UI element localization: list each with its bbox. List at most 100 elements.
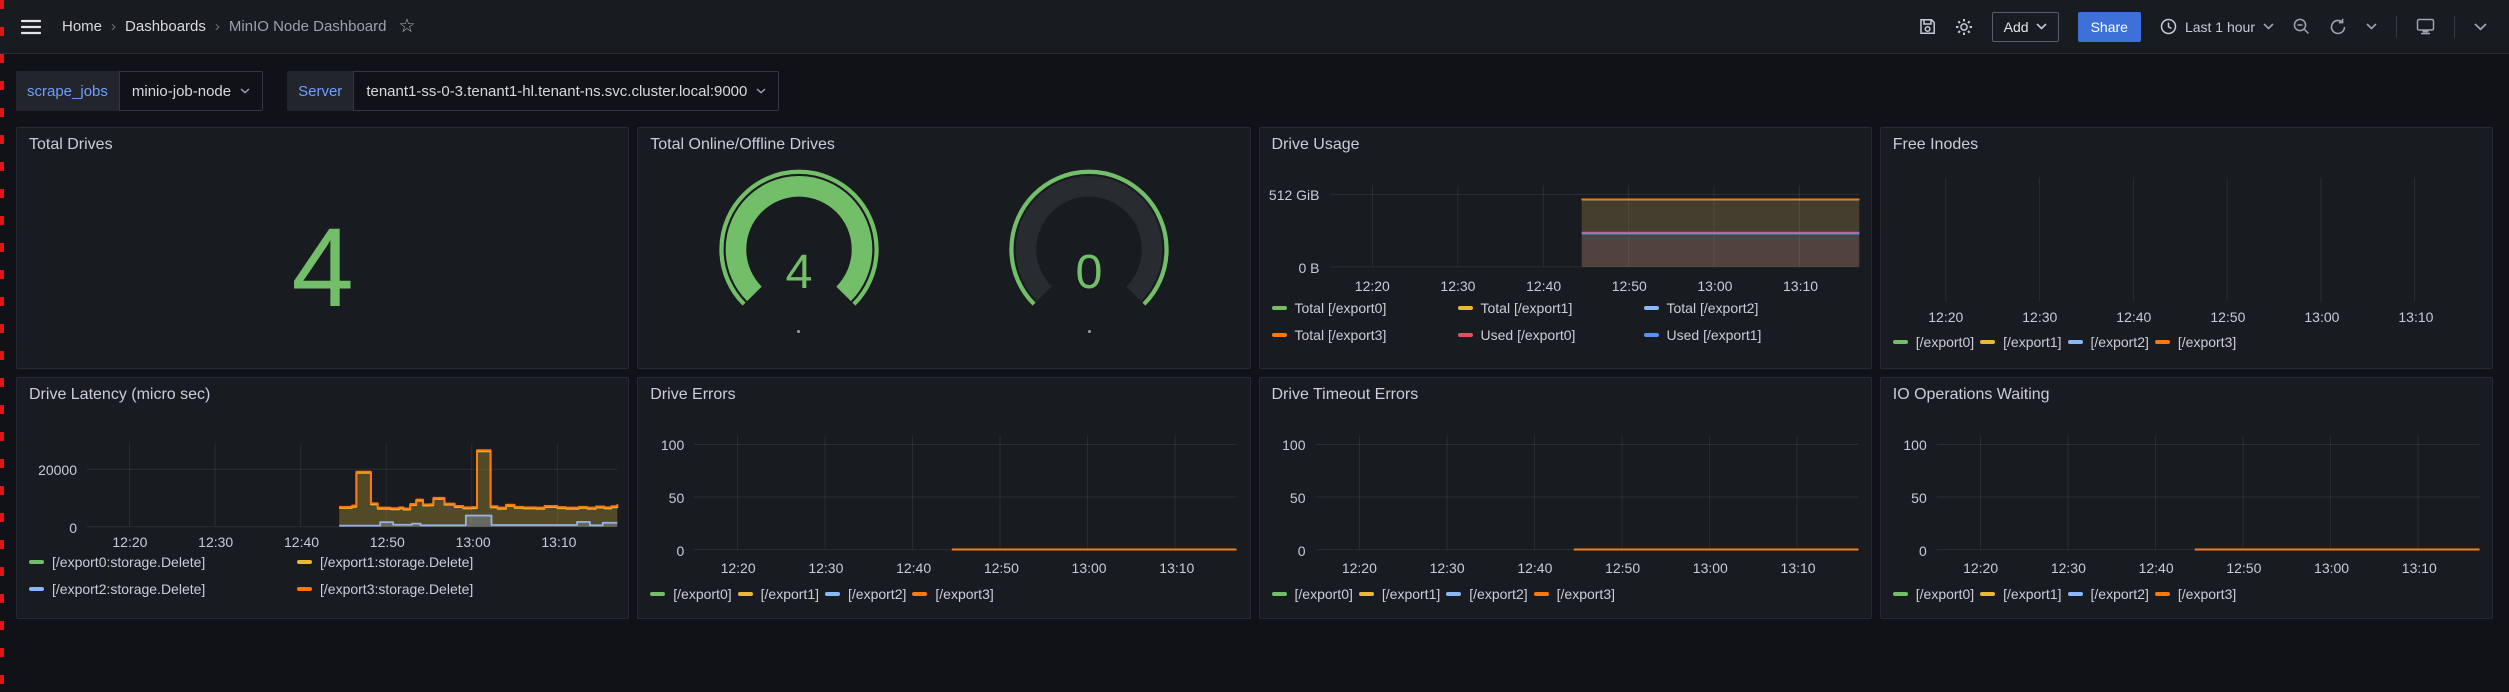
legend-item[interactable]: [/export0] bbox=[1271, 586, 1353, 602]
x-axis-tick-label: 12:20 bbox=[1341, 560, 1377, 576]
legend-item[interactable]: [/export2] bbox=[2067, 586, 2149, 602]
legend-series-swatch bbox=[825, 592, 840, 596]
legend-item[interactable]: [/export3] bbox=[1533, 586, 1615, 602]
legend-item[interactable]: [/export2] bbox=[825, 586, 906, 602]
y-axis-tick-label: 50 bbox=[1911, 490, 1927, 506]
save-dashboard-icon[interactable] bbox=[1919, 18, 1936, 35]
legend-item[interactable]: [/export2] bbox=[1446, 586, 1528, 602]
chevron-down-icon bbox=[2263, 23, 2274, 30]
panel-title-drive-errors[interactable]: Drive Errors bbox=[650, 386, 736, 403]
legend-series-swatch bbox=[2067, 340, 2083, 344]
dashboard-settings-gear-icon[interactable] bbox=[1955, 18, 1973, 36]
chart-legend: [/export0] [/export1] [/export2] [/export3] bbox=[1892, 586, 2484, 602]
online-drives-gauge: 4 bbox=[669, 162, 929, 368]
panel-drive-usage: Drive Usage 512 GiB 0 B 12:20 12:30 12:40 12:… bbox=[1258, 127, 1872, 369]
legend-item[interactable]: [/export0:storage.Delete] bbox=[29, 554, 291, 570]
legend-item[interactable]: [/export2:storage.Delete] bbox=[29, 581, 291, 597]
total-drives-value: 4 bbox=[291, 205, 354, 330]
legend-item[interactable]: [/export1:storage.Delete] bbox=[297, 554, 559, 570]
y-axis-tick-label: 20000 bbox=[38, 462, 77, 479]
favorite-star-icon[interactable]: ☆ bbox=[398, 16, 416, 37]
legend-item[interactable]: [/export2] bbox=[2067, 334, 2149, 350]
y-axis-tick-label: 0 bbox=[676, 543, 685, 559]
time-range-label: Last 1 hour bbox=[2184, 18, 2255, 35]
time-range-picker[interactable]: Last 1 hour bbox=[2160, 18, 2274, 35]
legend-series-swatch bbox=[1358, 592, 1374, 596]
x-axis-tick-label: 12:30 bbox=[198, 534, 234, 550]
io-operations-waiting-chart: 100 50 0 12:20 12:30 12:40 12:50 13:00 13:10 [/ex… bbox=[1881, 378, 2492, 618]
kiosk-monitor-icon[interactable] bbox=[2416, 18, 2435, 35]
x-axis-tick-label: 13:10 bbox=[1159, 560, 1195, 576]
legend-item[interactable]: [/export1] bbox=[1980, 586, 2062, 602]
y-axis-tick-label: 100 bbox=[1282, 437, 1306, 453]
x-axis-tick-label: 12:30 bbox=[1440, 278, 1476, 294]
legend-item[interactable]: [/export3:storage.Delete] bbox=[297, 581, 559, 597]
panel-title-online-offline[interactable]: Total Online/Offline Drives bbox=[650, 136, 835, 153]
panel-title-drive-latency[interactable]: Drive Latency (micro sec) bbox=[29, 386, 211, 403]
legend-series-swatch bbox=[2067, 592, 2083, 596]
legend-item[interactable]: Total [/export1] bbox=[1457, 300, 1638, 316]
legend-series-label: [/export0] bbox=[1915, 334, 1975, 350]
drive-timeout-errors-chart: 100 50 0 12:20 12:30 12:40 12:50 13:00 13:10 [/ex… bbox=[1260, 378, 1871, 618]
legend-item[interactable]: [/export0] bbox=[1892, 586, 1975, 602]
refresh-icon[interactable] bbox=[2329, 18, 2347, 36]
x-axis-tick-label: 12:50 bbox=[983, 560, 1019, 576]
panel-drive-errors: Drive Errors 100 50 0 12:20 12:30 12:40 12:50 1… bbox=[637, 377, 1251, 619]
legend-series-swatch bbox=[1271, 333, 1287, 337]
clock-icon bbox=[2160, 18, 2177, 35]
refresh-interval-chevron-icon[interactable] bbox=[2366, 23, 2377, 30]
breadcrumb-separator-icon: › bbox=[214, 18, 220, 35]
server-dropdown[interactable]: tenant1-ss-0-3.tenant1-hl.tenant-ns.svc.… bbox=[353, 71, 780, 111]
scrape-jobs-dropdown[interactable]: minio-job-node bbox=[118, 71, 264, 111]
legend-item[interactable]: [/export1] bbox=[737, 586, 819, 602]
panel-title-drive-timeout-errors[interactable]: Drive Timeout Errors bbox=[1271, 386, 1419, 403]
collapse-toolbar-chevron-icon[interactable] bbox=[2474, 22, 2487, 31]
x-axis-tick-label: 12:30 bbox=[2022, 309, 2058, 325]
add-button[interactable]: Add bbox=[1991, 11, 2059, 42]
legend-item[interactable]: Used [/export0] bbox=[1457, 327, 1638, 343]
legend-item[interactable]: Total [/export3] bbox=[1271, 327, 1452, 343]
breadcrumb-home[interactable]: Home bbox=[62, 18, 103, 35]
y-axis-tick-label: 0 bbox=[69, 520, 77, 536]
legend-item[interactable]: Used [/export1] bbox=[1643, 327, 1824, 343]
add-button-label: Add bbox=[2003, 18, 2029, 35]
scrape-jobs-value: minio-job-node bbox=[131, 82, 232, 100]
legend-item[interactable]: [/export1] bbox=[1980, 334, 2062, 350]
legend-item[interactable]: [/export3] bbox=[2154, 586, 2236, 602]
panel-drive-latency: Drive Latency (micro sec) 20000 0 12:20 12:… bbox=[16, 377, 630, 619]
panel-title-free-inodes[interactable]: Free Inodes bbox=[1892, 136, 1979, 153]
y-axis-tick-label: 512 GiB bbox=[1268, 186, 1320, 203]
panel-total-drives: Total Drives 4 bbox=[16, 127, 630, 369]
x-axis-tick-label: 13:10 bbox=[1783, 278, 1819, 294]
legend-item[interactable]: [/export3] bbox=[912, 586, 994, 602]
zoom-out-icon[interactable] bbox=[2293, 18, 2310, 35]
x-axis-tick-label: 12:30 bbox=[808, 560, 844, 576]
panel-title-drive-usage[interactable]: Drive Usage bbox=[1271, 136, 1360, 153]
legend-series-label: [/export0] bbox=[1915, 586, 1975, 602]
panel-title-io-operations-waiting[interactable]: IO Operations Waiting bbox=[1892, 386, 2050, 403]
legend-series-label: [/export2] bbox=[848, 586, 907, 602]
breadcrumb: Home › Dashboards › MinIO Node Dashboard bbox=[62, 18, 387, 35]
legend-item[interactable]: [/export1] bbox=[1358, 586, 1440, 602]
legend-series-label: [/export0] bbox=[1294, 586, 1353, 602]
breadcrumb-dashboards[interactable]: Dashboards bbox=[125, 18, 206, 35]
legend-series-swatch bbox=[2154, 340, 2170, 344]
y-axis-tick-label: 50 bbox=[668, 490, 685, 506]
legend-item[interactable]: Total [/export2] bbox=[1643, 300, 1824, 316]
legend-item[interactable]: [/export0] bbox=[1892, 334, 1975, 350]
x-axis-tick-label: 12:20 bbox=[1354, 278, 1390, 294]
legend-series-label: Total [/export1] bbox=[1480, 300, 1573, 316]
legend-series-swatch bbox=[1643, 306, 1659, 310]
server-variable: Server tenant1-ss-0-3.tenant1-hl.tenant-… bbox=[287, 71, 780, 111]
menu-icon[interactable] bbox=[14, 10, 48, 44]
share-button[interactable]: Share bbox=[2077, 11, 2141, 42]
x-axis-tick-label: 12:20 bbox=[720, 560, 756, 576]
panel-title-total-drives[interactable]: Total Drives bbox=[29, 136, 113, 153]
gauge-label-dot bbox=[1087, 330, 1091, 333]
x-axis-tick-label: 13:00 bbox=[2314, 560, 2350, 576]
legend-item[interactable]: [/export0] bbox=[650, 586, 732, 602]
legend-item[interactable]: Total [/export0] bbox=[1271, 300, 1452, 316]
legend-item[interactable]: [/export3] bbox=[2154, 334, 2236, 350]
x-axis-tick-label: 12:20 bbox=[1963, 560, 1999, 576]
legend-series-swatch bbox=[1892, 592, 1908, 596]
